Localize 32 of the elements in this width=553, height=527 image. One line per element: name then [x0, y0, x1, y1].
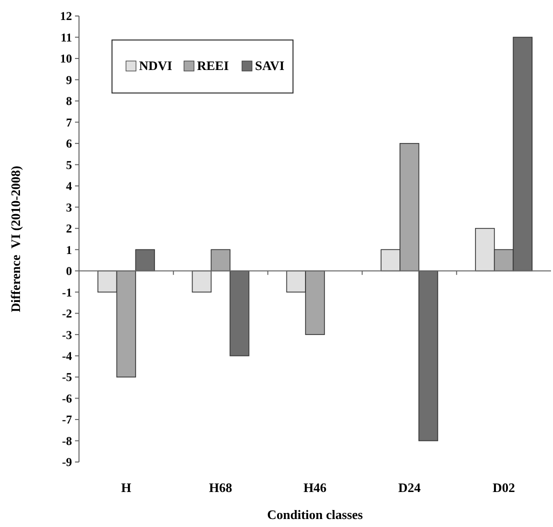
- y-tick-label: -2: [62, 306, 72, 321]
- y-tick-label: 9: [66, 72, 72, 87]
- x-axis-title: Condition classes: [267, 507, 363, 522]
- y-tick-label: 2: [66, 222, 72, 236]
- legend-label: NDVI: [139, 58, 172, 73]
- y-tick-label: 3: [66, 200, 72, 214]
- y-tick-label: -9: [62, 455, 72, 470]
- y-tick-label: -6: [62, 391, 72, 406]
- x-tick-label: D02: [492, 480, 515, 495]
- y-tick-label: 4: [66, 179, 72, 194]
- y-tick-label: -5: [62, 370, 72, 384]
- y-tick-label: 7: [66, 115, 72, 130]
- y-tick-label: 1: [66, 242, 72, 257]
- y-tick-label: 12: [60, 9, 72, 24]
- y-tick-label: 5: [66, 158, 72, 172]
- legend-label: REEI: [197, 58, 229, 73]
- y-tick-label: 10: [60, 52, 72, 66]
- y-tick-label: -8: [62, 434, 72, 448]
- x-tick-label: H46: [303, 480, 328, 495]
- y-tick-label: 0: [66, 264, 72, 278]
- y-tick-label: 8: [66, 94, 72, 108]
- x-tick-label: D24: [398, 480, 422, 495]
- y-tick-label: -3: [62, 328, 72, 342]
- legend-label: SAVI: [255, 58, 284, 73]
- y-tick-label: -1: [62, 285, 72, 300]
- x-tick-label: H: [121, 480, 132, 495]
- y-tick-label: 11: [60, 30, 72, 44]
- y-tick-label: 6: [66, 136, 72, 151]
- y-axis-title: Difference VI (2010-2008): [8, 166, 23, 312]
- x-tick-label: H68: [209, 480, 233, 495]
- y-tick-label: -4: [62, 349, 72, 364]
- y-tick-label: -7: [62, 412, 72, 427]
